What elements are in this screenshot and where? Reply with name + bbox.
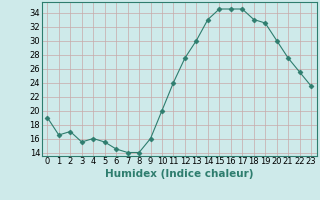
X-axis label: Humidex (Indice chaleur): Humidex (Indice chaleur) [105,169,253,179]
